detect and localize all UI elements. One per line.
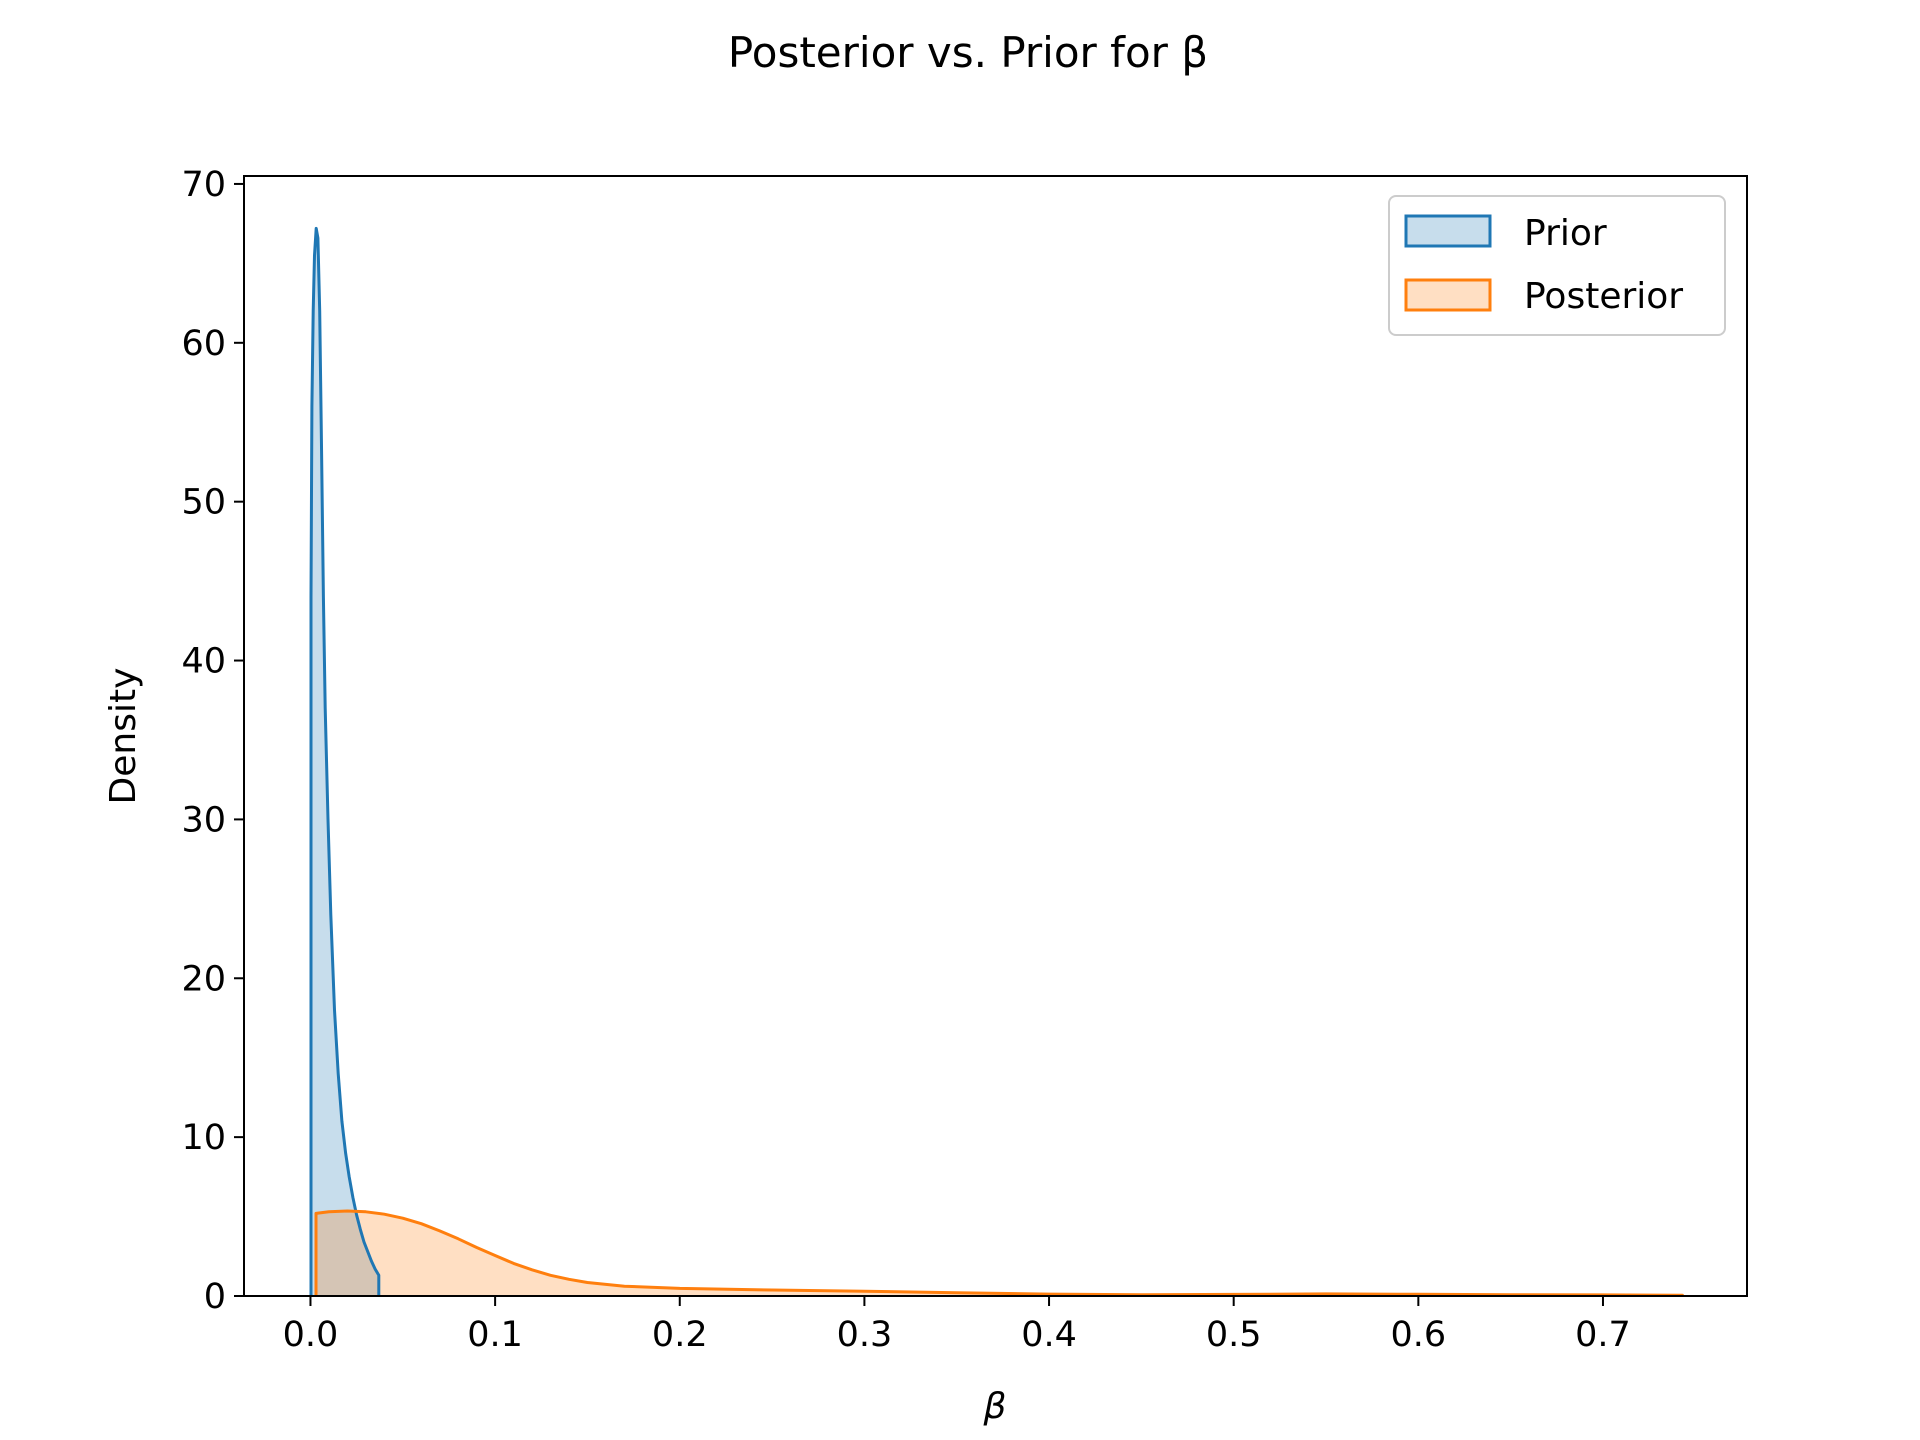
posterior-density-area — [316, 1211, 1683, 1296]
plot-frame — [243, 175, 1748, 1297]
x-tick-label: 0.6 — [1390, 1315, 1446, 1355]
legend-swatch-prior — [1404, 214, 1492, 248]
legend-swatch-posterior — [1404, 278, 1492, 312]
x-tick-label: 0.4 — [1021, 1315, 1077, 1355]
x-tick-label: 0.0 — [283, 1315, 339, 1355]
prior-density-area — [311, 228, 379, 1296]
x-tick-label: 0.2 — [652, 1315, 708, 1355]
plot-area — [243, 175, 1748, 1297]
y-tick-label: 30 — [181, 800, 226, 840]
y-tick-label: 70 — [181, 165, 226, 205]
series-fills — [311, 228, 1683, 1296]
legend-frame — [1388, 195, 1726, 336]
legend: Prior Posterior — [1388, 195, 1726, 336]
legend-label-posterior: Posterior — [1524, 276, 1683, 317]
y-tick-label: 50 — [181, 483, 226, 523]
y-tick-label: 10 — [181, 1118, 226, 1158]
x-tick-label: 0.1 — [467, 1315, 523, 1355]
x-axis-label: β — [983, 1386, 1007, 1427]
legend-label-prior: Prior — [1524, 213, 1607, 254]
x-tick-label: 0.3 — [837, 1315, 893, 1355]
y-axis-ticks: 0 10 20 30 40 50 60 70 — [181, 165, 244, 1317]
y-axis-label: Density — [103, 668, 144, 805]
y-tick-label: 40 — [181, 642, 226, 682]
x-tick-label: 0.5 — [1206, 1315, 1262, 1355]
prior-density-line — [309, 226, 381, 1296]
y-tick-label: 20 — [181, 959, 226, 999]
y-tick-label: 60 — [181, 324, 226, 364]
x-tick-label: 0.7 — [1575, 1315, 1631, 1355]
chart-title: Posterior vs. Prior for β — [728, 28, 1208, 77]
posterior-density-line — [314, 1209, 1684, 1297]
x-axis-ticks: 0.0 0.1 0.2 0.3 0.4 0.5 0.6 0.7 — [283, 1296, 1631, 1355]
series-lines — [309, 226, 1684, 1297]
y-tick-label: 0 — [204, 1277, 226, 1317]
